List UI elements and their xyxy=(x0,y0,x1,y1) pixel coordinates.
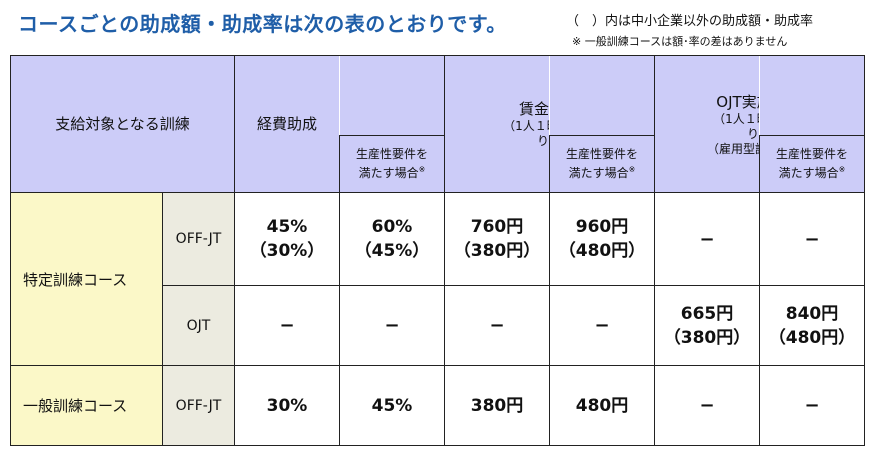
cell-tokutei-ojt-expense-prod: − xyxy=(339,285,445,366)
type-offjt: OFF-JT xyxy=(162,192,235,286)
cell-ippan-offjt-wage: 380円 xyxy=(444,365,550,446)
corner-header: 支給対象となる訓練 xyxy=(10,55,235,193)
paren-note: （ ）内は中小企業以外の助成額・助成率 xyxy=(566,14,814,29)
subsidy-table: 支給対象となる訓練 経費助成 賃金助成 （1人１時間当たり） OJT実施助成 （… xyxy=(10,55,865,446)
cell-tokutei-ojt-ojt: 665円 （380円） xyxy=(654,285,760,366)
ojt-productivity-header: 生産性要件を 満たす場合※ xyxy=(759,135,865,193)
cell-tokutei-ojt-wage: − xyxy=(444,285,550,366)
page-title: コースごとの助成額・助成率は次の表のとおりです。 xyxy=(18,12,507,36)
cell-tokutei-offjt-expense-prod: 60% （45%） xyxy=(339,192,445,286)
cell-ippan-offjt-expense-prod: 45% xyxy=(339,365,445,446)
wage-productivity-header: 生産性要件を 満たす場合※ xyxy=(549,135,655,193)
cell-ippan-offjt-ojt-prod: − xyxy=(759,365,865,446)
expense-header-ext xyxy=(339,55,445,136)
course-tokutei: 特定訓練コース xyxy=(10,192,163,366)
cell-tokutei-offjt-wage: 760円 （380円） xyxy=(444,192,550,286)
asterisk-note: ※ 一般訓練コースは額･率の差はありません xyxy=(572,35,788,48)
type-offjt-ippan: OFF-JT xyxy=(162,365,235,446)
cell-ippan-offjt-expense: 30% xyxy=(234,365,340,446)
cell-tokutei-offjt-wage-prod: 960円 （480円） xyxy=(549,192,655,286)
ojt-header: OJT実施助成 （1人１時間当たり） （雇用型訓練のみ） xyxy=(654,55,760,193)
cell-ippan-offjt-ojt: − xyxy=(654,365,760,446)
cell-tokutei-ojt-wage-prod: − xyxy=(549,285,655,366)
wage-header: 賃金助成 （1人１時間当たり） xyxy=(444,55,550,193)
wage-header-ext xyxy=(549,55,655,136)
cell-tokutei-offjt-ojt-prod: − xyxy=(759,192,865,286)
course-ippan: 一般訓練コース xyxy=(10,365,163,446)
cell-tokutei-offjt-ojt: − xyxy=(654,192,760,286)
cell-tokutei-offjt-expense: 45% （30%） xyxy=(234,192,340,286)
cell-tokutei-ojt-expense: − xyxy=(234,285,340,366)
ojt-header-ext xyxy=(759,55,865,136)
type-ojt: OJT xyxy=(162,285,235,366)
cell-tokutei-ojt-ojt-prod: 840円 （480円） xyxy=(759,285,865,366)
expense-header: 経費助成 xyxy=(234,55,340,193)
cell-ippan-offjt-wage-prod: 480円 xyxy=(549,365,655,446)
expense-productivity-header: 生産性要件を 満たす場合※ xyxy=(339,135,445,193)
